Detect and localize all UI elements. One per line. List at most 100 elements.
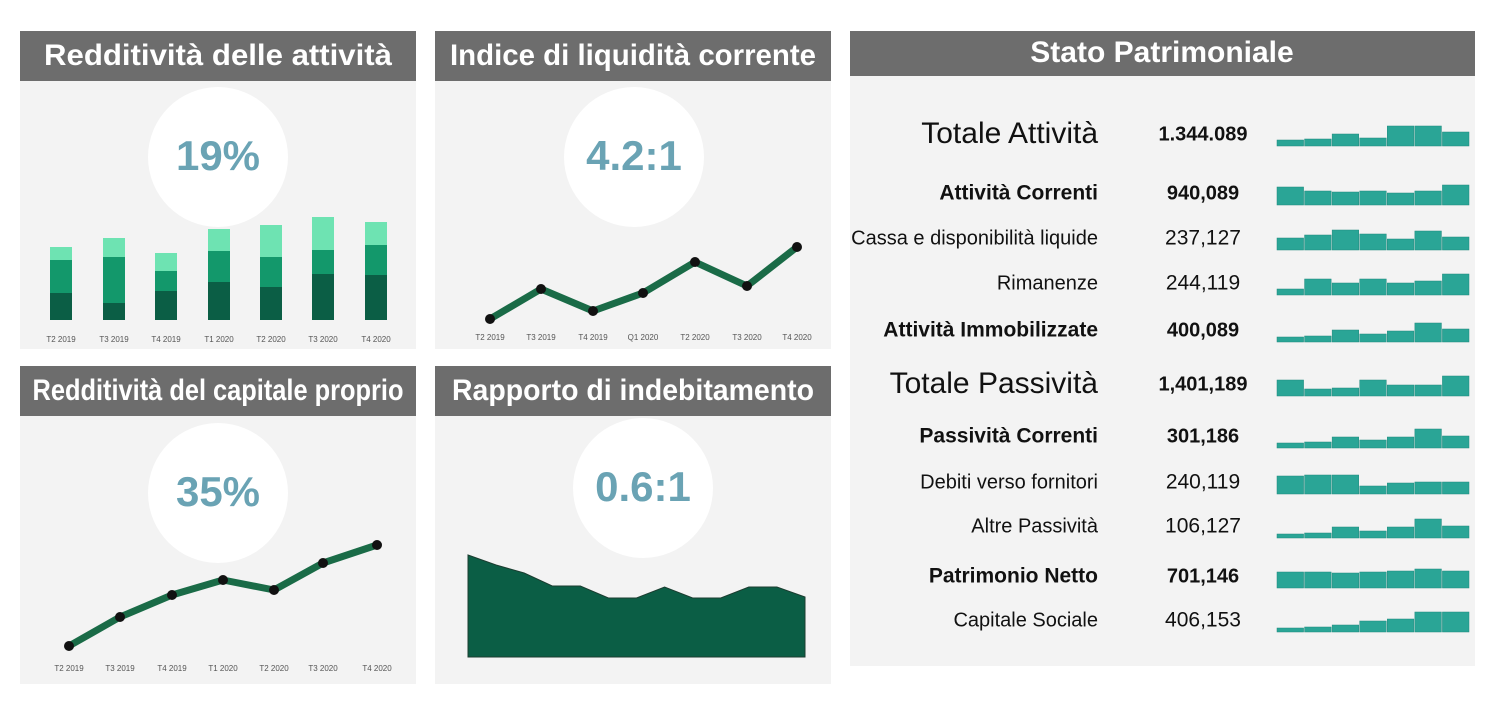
row-value: 301,186: [1167, 425, 1239, 447]
sparkline-bar: [1387, 238, 1415, 251]
sparkline-bar: [1276, 627, 1304, 633]
sparkline-bar: [1304, 278, 1332, 296]
sparkline-bar: [1276, 571, 1304, 589]
row-value: 1.344.089: [1159, 123, 1248, 145]
bar-segment: [155, 291, 177, 320]
kpi-circle: [564, 87, 704, 227]
point: [64, 641, 74, 651]
sparkline-bar: [1304, 388, 1332, 397]
point: [485, 314, 495, 324]
sparkline-bar: [1387, 192, 1415, 206]
sparkline-bar: [1387, 282, 1415, 296]
point: [167, 590, 177, 600]
area: [467, 554, 806, 658]
sparkline-bar: [1442, 570, 1470, 589]
sparkline-bar: [1442, 611, 1470, 633]
panel: [850, 31, 1475, 666]
row-value: 940,089: [1167, 182, 1239, 204]
bar-segment: [50, 247, 72, 260]
point: [115, 612, 125, 622]
sparkline-bar: [1276, 336, 1304, 343]
point: [372, 540, 382, 550]
sparkline-bar: [1359, 379, 1387, 397]
sparkline-bar: [1442, 328, 1470, 343]
bar-segment: [50, 293, 72, 320]
point: [218, 575, 228, 585]
bar-segment: [208, 282, 230, 320]
sparkline-bar: [1414, 428, 1442, 449]
sparkline-bar: [1276, 379, 1304, 397]
point: [588, 306, 598, 316]
bar-segment: [365, 222, 387, 245]
sparkline-bar: [1331, 329, 1359, 343]
sparkline-bar: [1414, 568, 1442, 589]
x-tick-label: T4 2019: [578, 333, 608, 342]
point: [318, 558, 328, 568]
row-value: 106,127: [1165, 515, 1241, 538]
row-label: Totale Attività: [921, 117, 1098, 150]
row-value: 406,153: [1165, 609, 1241, 632]
sparkline-bar: [1387, 125, 1415, 147]
row-label: Attività Correnti: [939, 182, 1098, 205]
sparkline-bar: [1359, 571, 1387, 589]
sparkline-bar: [1304, 571, 1332, 589]
row-label: Debiti verso fornitori: [920, 471, 1098, 493]
sparkline-bar: [1414, 280, 1442, 296]
sparkline-bar: [1387, 384, 1415, 397]
bar-segment: [312, 217, 334, 250]
sparkline-bar: [1331, 229, 1359, 251]
panel-header: [20, 366, 416, 416]
kpi-circle: [148, 87, 288, 227]
bar-segment: [208, 251, 230, 282]
sparkline-bar: [1304, 474, 1332, 495]
panel-title: Stato Patrimoniale: [1030, 36, 1293, 69]
sparkline-bar: [1414, 518, 1442, 539]
bar-segment: [365, 245, 387, 275]
sparkline-bar: [1414, 125, 1442, 147]
sparkline-bar: [1331, 526, 1359, 539]
sparkline-bar: [1442, 131, 1470, 147]
sparkline-bar: [1442, 273, 1470, 296]
row-label: Cassa e disponibilità liquide: [851, 227, 1098, 249]
row-label: Totale Passività: [890, 367, 1099, 400]
sparkline-bar: [1359, 333, 1387, 343]
bar-segment: [155, 271, 177, 291]
bar-segment: [103, 257, 125, 303]
sparkline-bar: [1442, 481, 1470, 495]
x-tick-label: T3 2020: [732, 333, 762, 342]
kpi-value: 19%: [176, 132, 260, 179]
sparkline-bar: [1442, 236, 1470, 251]
sparkline-bar: [1387, 570, 1415, 589]
bar-segment: [208, 229, 230, 251]
sparkline-bar: [1442, 184, 1470, 206]
sparkline-bar: [1331, 572, 1359, 589]
sparkline-bar: [1304, 626, 1332, 633]
sparkline-bar: [1331, 436, 1359, 449]
sparkline-bar: [1387, 436, 1415, 449]
row-value: 701,146: [1167, 565, 1239, 587]
sparkline-bar: [1331, 624, 1359, 633]
point: [536, 284, 546, 294]
kpi-circle: [148, 423, 288, 563]
x-tick-label: T1 2020: [208, 664, 238, 673]
sparkline-bar: [1276, 186, 1304, 206]
sparkline-bar: [1414, 322, 1442, 343]
point: [690, 257, 700, 267]
x-tick-label: T1 2020: [204, 335, 234, 344]
x-tick-label: T2 2019: [475, 333, 505, 342]
x-tick-label: T3 2019: [99, 335, 129, 344]
panel-title: Redditività del capitale proprio: [33, 374, 404, 407]
sparkline-bar: [1331, 191, 1359, 206]
row-label: Attività Immobilizzate: [883, 319, 1098, 342]
panel-header: [435, 366, 831, 416]
x-tick-label: T4 2020: [362, 664, 392, 673]
sparkline-bar: [1304, 441, 1332, 449]
x-tick-label: T3 2020: [308, 664, 338, 673]
row-label: Rimanenze: [997, 272, 1098, 294]
x-tick-label: T2 2019: [54, 664, 84, 673]
sparkline-bar: [1276, 288, 1304, 296]
row-label: Capitale Sociale: [953, 609, 1098, 631]
sparkline-bar: [1359, 190, 1387, 206]
row-value: 244,119: [1166, 272, 1240, 295]
